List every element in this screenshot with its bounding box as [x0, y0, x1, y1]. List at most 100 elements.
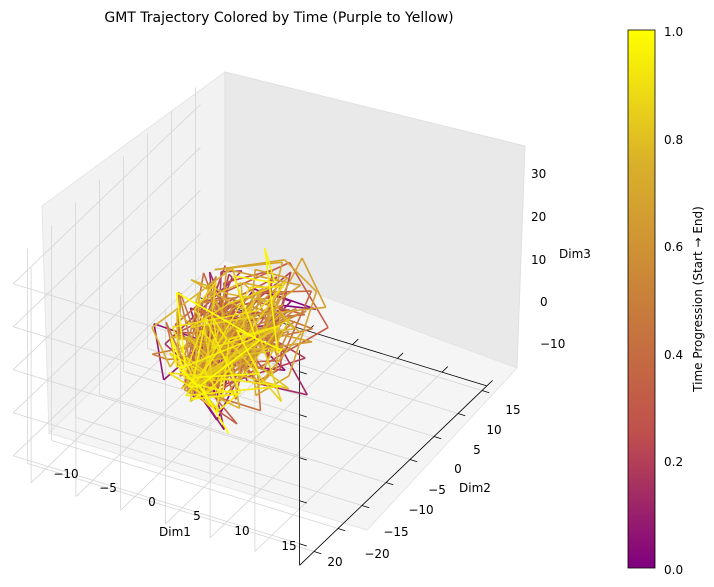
- trajectory-segment: [262, 368, 290, 390]
- trajectory-segment: [202, 282, 217, 395]
- trajectory-segment: [228, 273, 233, 278]
- trajectory-segment: [170, 337, 178, 367]
- trajectory-segment: [182, 330, 202, 378]
- trajectory-segment: [152, 353, 168, 361]
- y-tick-mark: [313, 551, 322, 555]
- gridline: [209, 358, 398, 539]
- z-tick-label: 0: [540, 295, 548, 309]
- x-tick-label: 15: [281, 539, 296, 553]
- trajectory-segment: [264, 248, 276, 283]
- gridline: [99, 394, 387, 483]
- trajectory-segment: [288, 291, 318, 377]
- gridline: [75, 417, 363, 506]
- trajectory-segment: [197, 394, 211, 408]
- gridline: [27, 463, 315, 552]
- y-axis-label: Dim2: [459, 481, 491, 495]
- trajectory-segment: [284, 259, 317, 293]
- trajectory-segment: [214, 310, 242, 320]
- trajectory-segment: [184, 373, 199, 388]
- z-tick-mark: [299, 457, 307, 461]
- trajectory-segment: [221, 312, 241, 409]
- trajectory-segment: [170, 337, 187, 375]
- y-tick-label: 5: [473, 443, 481, 457]
- trajectory-segment: [280, 290, 313, 362]
- colorbar-tick-label: 0.4: [664, 348, 683, 362]
- trajectory-segment: [228, 293, 274, 303]
- trajectory-segment: [255, 332, 302, 389]
- trajectory-segment: [264, 248, 279, 353]
- trajectory-segment: [227, 281, 287, 306]
- trajectory-segment: [176, 365, 186, 369]
- colorbar-tick-label: 0.2: [664, 455, 683, 469]
- trajectory-segment: [188, 385, 199, 388]
- gridline: [13, 455, 300, 545]
- trajectory-segment: [219, 269, 228, 340]
- y-tick-mark: [457, 413, 466, 417]
- colorbar-tick-label: 0.6: [664, 240, 683, 254]
- trajectory-segment: [168, 372, 199, 377]
- trajectory-segment: [214, 261, 283, 271]
- x-tick-label: −5: [99, 481, 117, 495]
- trajectory-segment: [221, 377, 283, 387]
- colorbar-tick-label: 0.0: [664, 563, 683, 577]
- trajectory-segment: [192, 318, 207, 384]
- z-tick-mark: [299, 543, 307, 547]
- trajectory-segment: [212, 393, 238, 425]
- trajectory-segment: [205, 318, 242, 393]
- trajectory-segment: [242, 281, 264, 288]
- trajectory-segment: [194, 281, 242, 305]
- trajectory-segment: [237, 257, 303, 380]
- y-tick-mark: [433, 436, 442, 440]
- colorbar-ticks: 0.0 0.2 0.4 0.6 0.8 1.0: [664, 25, 683, 577]
- z-tick-label: 10: [531, 253, 546, 267]
- y-tick-mark: [481, 390, 490, 394]
- gridline: [12, 233, 201, 414]
- x-axis-label: Dim1: [159, 525, 191, 539]
- z-tick-label: 20: [531, 210, 546, 224]
- z-tick-label: −10: [540, 337, 565, 351]
- trajectory-segment: [190, 303, 228, 328]
- trajectory-segment: [233, 275, 276, 284]
- trajectory-segment: [172, 309, 258, 328]
- x-tick-label: 20: [327, 555, 342, 569]
- y-tick-label: −15: [383, 525, 408, 539]
- trajectory-segment: [249, 285, 284, 289]
- trajectory-segment: [168, 372, 205, 397]
- trajectory-series: [151, 248, 329, 434]
- gridline: [165, 344, 353, 525]
- trajectory-segment: [199, 385, 230, 434]
- trajectory-segment: [203, 365, 234, 397]
- trajectory-segment: [194, 372, 260, 379]
- trajectory-segment: [240, 326, 281, 380]
- y-tick-label: −10: [408, 503, 433, 517]
- y-axis-line: [299, 385, 488, 566]
- trajectory-segment: [176, 291, 261, 342]
- gridline: [13, 326, 300, 416]
- trajectory-segment: [199, 276, 217, 383]
- trajectory-segment: [203, 348, 219, 360]
- trajectory-segment: [191, 393, 238, 400]
- x-tick-mark: [486, 380, 493, 387]
- trajectory-segment: [226, 268, 301, 286]
- x-tick-mark: [352, 338, 359, 345]
- colorbar-tick-label: 0.8: [664, 133, 683, 147]
- gridline: [12, 276, 201, 457]
- x-tick-mark: [397, 352, 404, 359]
- z-tick-mark: [299, 414, 307, 418]
- z-axis-label: Dim3: [559, 247, 591, 261]
- trajectory-segment: [200, 329, 234, 367]
- y-tick-label: −20: [364, 547, 389, 561]
- gridline: [123, 371, 411, 460]
- z-tick-label: 30: [531, 167, 546, 181]
- trajectory-segment: [259, 290, 312, 294]
- trajectory-segment: [215, 391, 242, 414]
- trajectory-segment: [219, 281, 287, 373]
- trajectory-segment: [212, 317, 228, 340]
- trajectory-segment: [195, 362, 225, 386]
- gridline: [51, 440, 339, 529]
- chart-title: GMT Trajectory Colored by Time (Purple t…: [104, 10, 453, 26]
- gridline: [12, 104, 201, 285]
- gridline: [254, 371, 443, 552]
- gridline: [13, 412, 300, 502]
- z-tick-mark: [299, 500, 307, 504]
